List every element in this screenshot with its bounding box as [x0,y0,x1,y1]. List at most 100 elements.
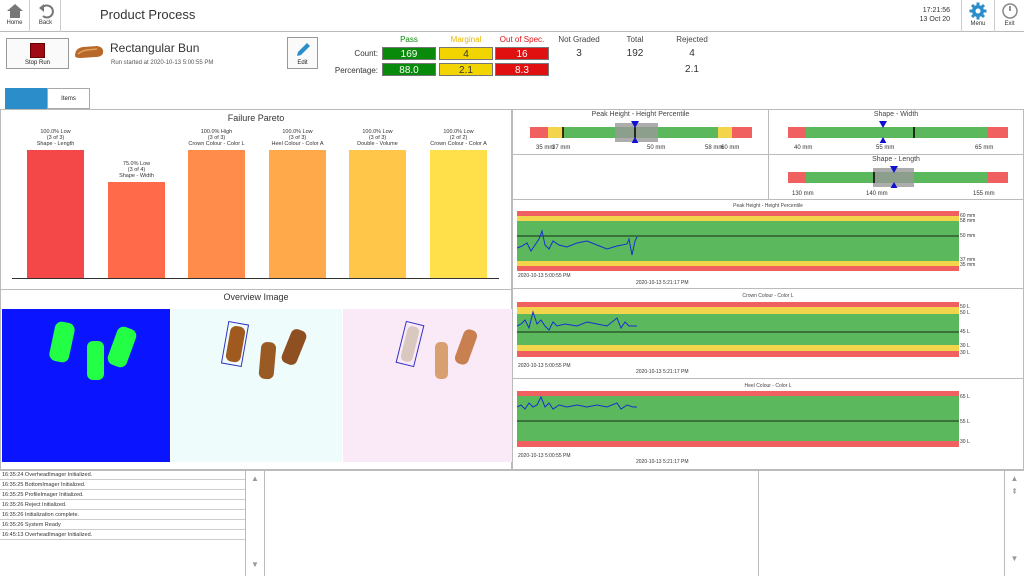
trend-title-peak: Peak Height - Height Percentile [733,203,803,209]
length-tick-140: 140 mm [866,191,888,197]
pareto-label-count: (3 of 3) [46,135,65,141]
trend-crown-label-mid: 45 L [960,329,970,335]
stop-run-button[interactable]: Stop Run [6,38,69,69]
bun-icon [75,46,104,58]
trend-peak-label-35: 35 mm [960,262,976,268]
stop-icon [30,43,45,58]
overview-title: Overview Image [223,292,289,302]
pareto-bar-label: 100.0% Low (3 of 3) Double - Volume [338,129,418,147]
trend-crown-label-high: 50 L [960,304,970,310]
pass-count: 169 [382,47,436,60]
pareto-bar[interactable] [108,182,165,278]
overview-top-image [171,309,342,462]
trend-peak-start: 2020-10-13 5:00:55 PM [518,273,571,279]
pareto-axis [12,278,499,279]
pencil-icon [296,43,310,56]
overview-side-image [343,309,512,462]
pareto-label-pct: 100.0% Low [443,129,474,135]
trend-crown-end: 2020-10-13 5:21:17 PM [636,369,689,375]
stop-run-label: Stop Run [24,60,51,66]
trend-peak-label-37: 37 mm [960,257,976,263]
pareto-bar-label: 100.0% Low (2 of 2) Crown Colour - Color A [419,129,499,147]
pareto-title: Failure Pareto [227,113,285,123]
scroll-down-icon[interactable]: ▼ [251,560,259,569]
count-label: Count: [354,49,378,58]
log-line: 16:35:26 System Ready [0,520,245,530]
tab-stats[interactable]: Stats [5,88,47,109]
out-of-spec-count: 16 [495,47,549,60]
pareto-label-name: Crown Colour - Color A [430,141,487,147]
right-scroll-down-icon[interactable]: ▼ [1010,554,1019,563]
trend-peak-end: 2020-10-13 5:21:17 PM [636,280,689,286]
right-scroll-up-icon[interactable]: ▲ [1010,474,1019,483]
event-log-list: 16:35:24 OverheadImager Initialized. 16:3… [0,470,245,540]
pareto-label-pct: 100.0% High [200,129,233,135]
pareto-label-pct: 75.0% Low [122,161,151,167]
power-icon [1001,3,1018,19]
length-tick-155: 155 mm [973,191,995,197]
trend-title-heel: Heel Colour - Color L [744,383,792,389]
pareto-label-count: (3 of 3) [207,135,226,141]
pareto-label-pct: 100.0% Low [40,129,71,135]
run-started-text: Run started at 2020-10-13 5:00:55 PM [111,60,214,66]
pareto-bar[interactable] [430,150,487,278]
pareto-bar[interactable] [269,150,326,278]
pareto-label-count: (2 of 2) [449,135,468,141]
peak-tick-37: 37 mm [552,145,571,151]
pareto-label-name: Shape - Length [36,141,75,147]
home-icon [6,4,23,18]
trend-heel-start: 2020-10-13 5:00:55 PM [518,453,571,459]
back-button[interactable]: Back [31,0,61,32]
pareto-bar[interactable] [188,150,245,278]
pareto-bar-label: 100.0% High (3 of 3) Crown Colour - Color … [177,129,257,147]
length-gauge [788,166,1008,188]
log-line: 16:35:26 Reject Initialized. [0,500,245,510]
header-bar [0,0,1024,32]
home-button[interactable]: Home [0,0,30,32]
menu-button[interactable]: Menu [961,0,994,32]
empty-gauge-panel [512,154,769,200]
rejected-header: Rejected [676,35,708,44]
pareto-bar-label: 100.0% Low (3 of 3) Shape - Length [16,129,96,147]
log-line: 16:35:26 Initialization complete. [0,510,245,520]
peak-tick-58: 58 mm [705,145,724,151]
total-count: 192 [626,48,644,59]
pareto-panel [0,109,512,290]
pass-percent: 88.0 [382,63,436,76]
tab-items[interactable]: Items [47,88,90,109]
menu-label: Menu [970,21,986,27]
marginal-percent: 2.1 [439,63,493,76]
trend-peak-label-58: 58 mm [960,218,976,224]
pareto-bar[interactable] [349,150,406,278]
log-line: 16:35:25 ProfileImager Initialized. [0,490,245,500]
exit-label: Exit [1004,21,1015,27]
peak-tick-50: 50 mm [647,145,666,151]
pareto-label-name: Crown Colour - Color L [188,141,245,147]
trend-crown-label-low2: 30 L [960,350,970,356]
back-label: Back [38,20,53,26]
product-name: Rectangular Bun [110,41,200,55]
not-graded-header: Not Graded [558,35,600,44]
page-title: Product Process [100,7,196,22]
right-scroll-top-icon[interactable]: ⇞ [1011,487,1018,496]
pareto-label-name: Shape - Width [119,173,154,179]
clock: 17:21:56 13 Oct 20 [900,6,950,24]
length-gauge-title: Shape - Length [872,156,920,163]
exit-button[interactable]: Exit [994,0,1024,32]
trend-heel-end: 2020-10-13 5:21:17 PM [636,459,689,465]
scroll-up-icon[interactable]: ▲ [251,474,259,483]
edit-button[interactable]: Edit [287,37,318,69]
pareto-label-pct: 100.0% Low [362,129,393,135]
pareto-bar-label: 100.0% Low (3 of 3) Heel Colour - Color A [258,129,338,147]
log-area [0,470,1024,576]
trend-heel-label-low: 30 L [960,439,970,445]
trend-peak-label-50: 50 mm [960,233,976,239]
trend-heel-label-high: 65 L [960,394,970,400]
trend-title-crown: Crown Colour - Color L [742,293,794,299]
width-tick-65: 65 mm [975,145,994,151]
pareto-label-count: (3 of 3) [288,135,307,141]
log-scrollbar[interactable]: ▲ ▼ [245,470,265,576]
width-tick-55: 55 mm [876,145,895,151]
pareto-bar[interactable] [27,150,84,278]
right-scrollbar[interactable]: ▲ ⇞ ▼ [1004,470,1024,576]
